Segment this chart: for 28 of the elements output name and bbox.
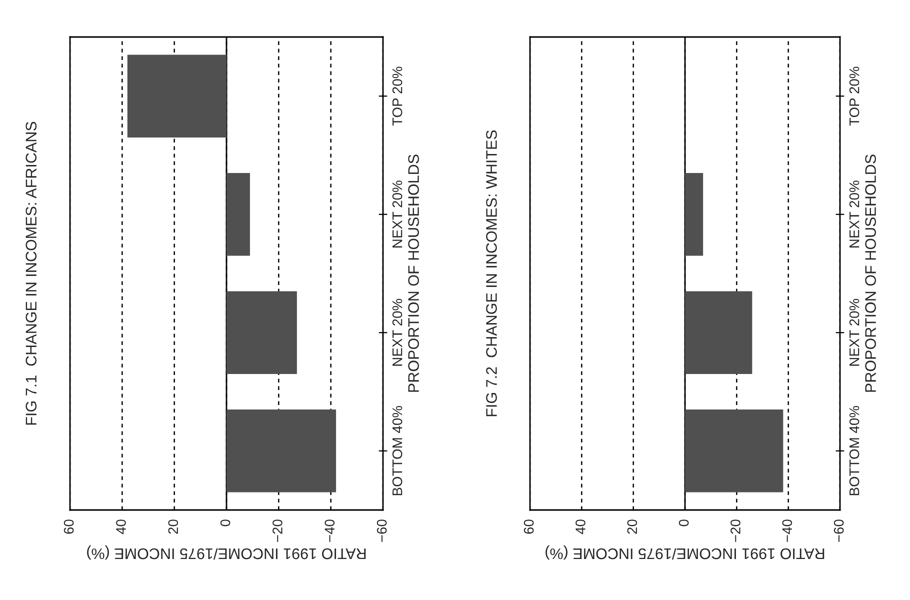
x-axis-title: RATIO 1991 INCOME/1975 INCOME (%)	[87, 545, 366, 560]
y-tick-label: TOP 20%	[392, 66, 402, 126]
y-tick-label: NEXT 20%	[392, 180, 402, 248]
text: FIG 7.2 CHANGE IN INCOMES: WHITES	[486, 130, 497, 416]
x-tick-label: 0	[220, 520, 230, 526]
x-tick-label: 60	[64, 520, 74, 534]
x-tick-label: −20	[272, 520, 282, 542]
y-tick-label: NEXT 20%	[849, 298, 860, 366]
x-tick-label: −60	[376, 520, 387, 542]
y-tick-label: NEXT 20%	[392, 298, 402, 366]
x-tick-label: 40	[116, 520, 126, 534]
y-tick-label: NEXT 20%	[849, 180, 860, 248]
y-tick-label: TOP 20%	[849, 66, 860, 126]
y-tick-label: BOTTOM 40%	[849, 406, 860, 496]
x-axis-title: RATIO 1991 INCOME/1975 INCOME (%)	[546, 545, 824, 560]
x-tick-label: −60	[834, 520, 844, 542]
text: FIG 7.1 CHANGE IN INCOMES: AFRICANS	[26, 122, 37, 425]
x-tick-label: −40	[324, 520, 335, 542]
x-tick-label: 20	[627, 520, 638, 534]
x-tick-label: −40	[782, 520, 792, 542]
x-tick-label: 60	[524, 520, 534, 534]
x-tick-label: 0	[678, 520, 689, 526]
y-tick-label: BOTTOM 40%	[392, 406, 402, 496]
x-tick-label: −20	[730, 520, 740, 542]
x-tick-label: 20	[168, 520, 178, 534]
y-axis-title: PROPORTION OF HOUSEHOLDS	[408, 154, 419, 392]
y-axis-title: PROPORTION OF HOUSEHOLDS	[865, 154, 876, 392]
x-tick-label: 40	[576, 520, 586, 534]
